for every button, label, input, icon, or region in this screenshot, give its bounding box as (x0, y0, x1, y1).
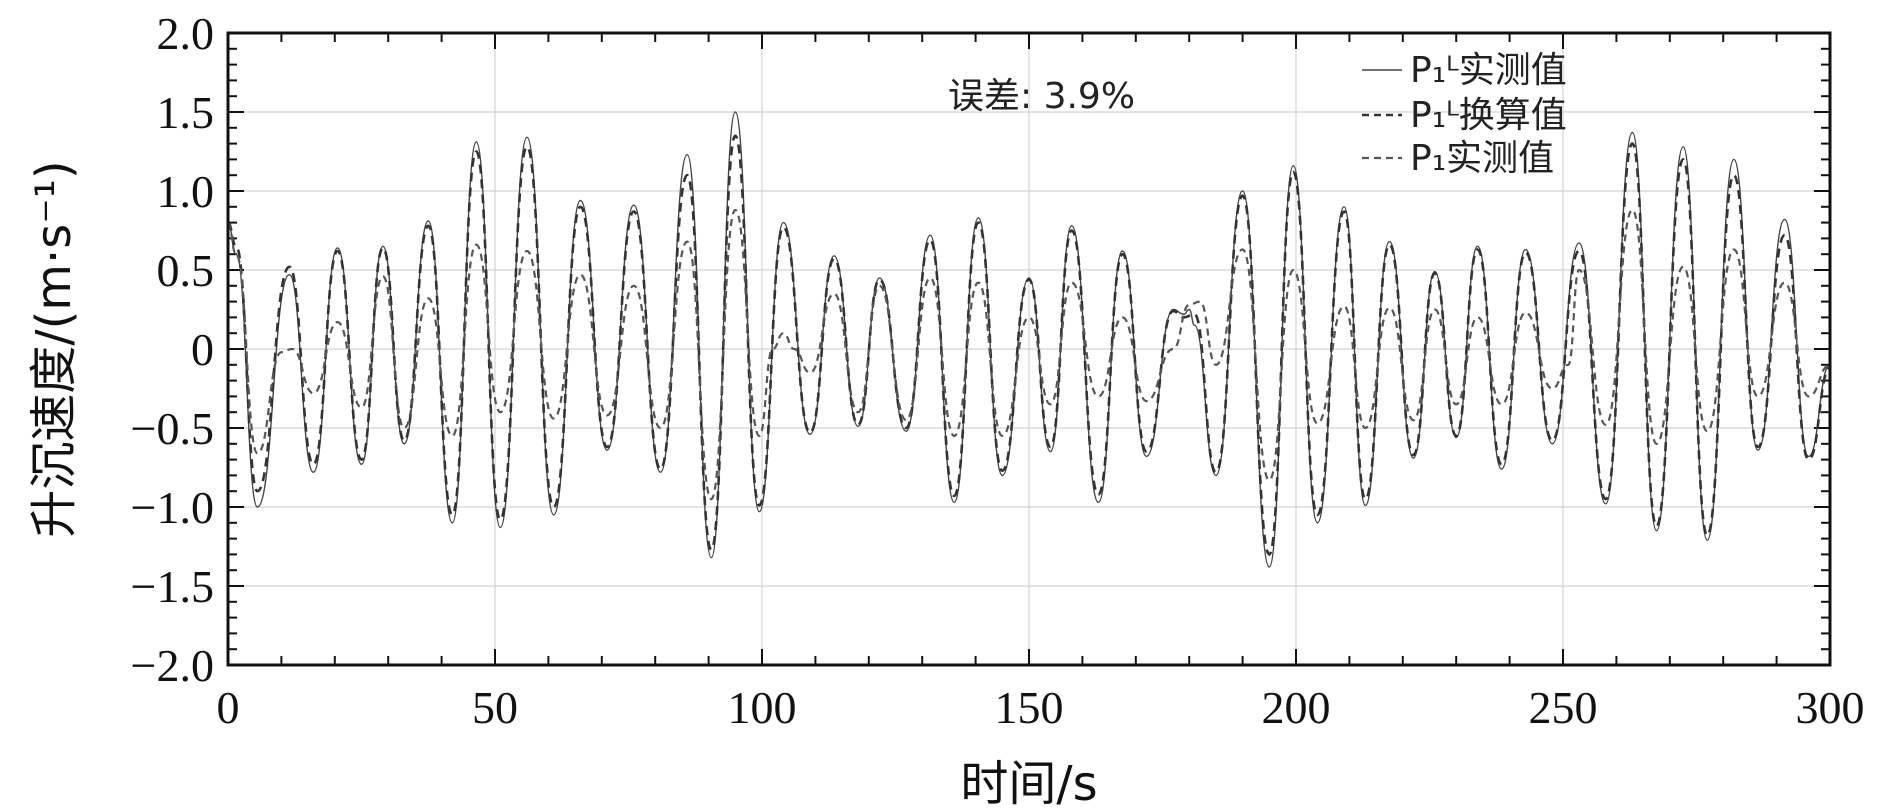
y-tick-labels: 2.0 1.5 1.0 0.5 0 −0.5 −1.0 −1.5 −2.0 (131, 8, 214, 691)
series-line-3 (226, 208, 1831, 501)
x-tick-label: 250 (1529, 682, 1598, 733)
y-tick-label: 1.0 (157, 166, 215, 217)
x-tick-label: 300 (1796, 682, 1865, 733)
legend-label-p1-measured: P₁实测值 (1410, 138, 1554, 179)
y-tick-label: 0.5 (157, 245, 215, 296)
y-axis-label: 升沉速度/(m·s⁻¹) (26, 160, 82, 537)
grid-lines (228, 33, 1830, 665)
x-tick-label: 100 (728, 682, 797, 733)
plot-frame (226, 31, 1832, 667)
y-tick-label: −0.5 (131, 403, 214, 454)
series-layer (226, 111, 1832, 568)
x-tick-label: 0 (217, 682, 240, 733)
x-axis-label: 时间/s (960, 756, 1097, 810)
x-tick-labels: 0 50 100 150 200 250 300 (217, 682, 1865, 733)
y-tick-label: −1.0 (131, 482, 214, 533)
x-tick-label: 150 (995, 682, 1064, 733)
y-tick-label: 0 (191, 324, 214, 375)
y-tick-label: 1.5 (157, 87, 215, 138)
legend-label-p1l-converted: P₁ᴸ换算值 (1410, 95, 1567, 136)
y-tick-label: −2.0 (131, 640, 214, 691)
error-annotation: 误差: 3.9% (948, 76, 1135, 117)
legend-label-p1l-measured: P₁ᴸ实测值 (1410, 50, 1567, 91)
y-tick-label: −1.5 (131, 561, 214, 612)
series-line-2 (226, 134, 1832, 556)
legend: P₁ᴸ实测值 P₁ᴸ换算值 P₁实测值 (1362, 50, 1567, 179)
y-tick-label: 2.0 (157, 8, 215, 59)
x-tick-label: 50 (472, 682, 518, 733)
x-tick-label: 200 (1262, 682, 1331, 733)
